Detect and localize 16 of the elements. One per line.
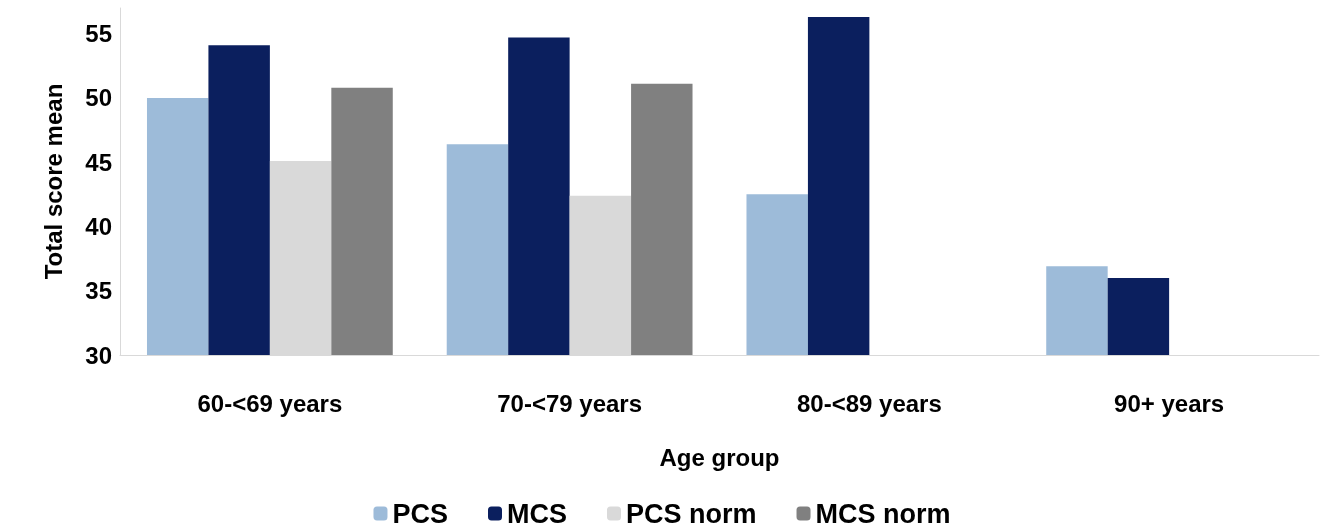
x-axis-title: Age group xyxy=(659,443,780,471)
legend-label: MCS xyxy=(507,498,567,529)
legend-label: PCS norm xyxy=(626,498,757,529)
x-tick-label: 90+ years xyxy=(1114,389,1225,417)
x-tick-label: 60-<69 years xyxy=(197,389,343,417)
x-tick-label: 80-<89 years xyxy=(796,389,942,417)
x-tick-label: 70-<79 years xyxy=(497,389,643,417)
legend-label: PCS xyxy=(392,498,449,529)
y-tick-label: 30 xyxy=(85,341,112,369)
y-axis-title: Total score mean xyxy=(39,83,67,280)
legend-label: MCS norm xyxy=(815,498,951,529)
y-tick-label: 50 xyxy=(85,84,112,112)
y-tick-label: 55 xyxy=(85,20,112,48)
y-tick-label: 45 xyxy=(85,148,112,176)
y-tick-label: 35 xyxy=(85,277,112,305)
y-tick-label: 40 xyxy=(85,212,112,240)
